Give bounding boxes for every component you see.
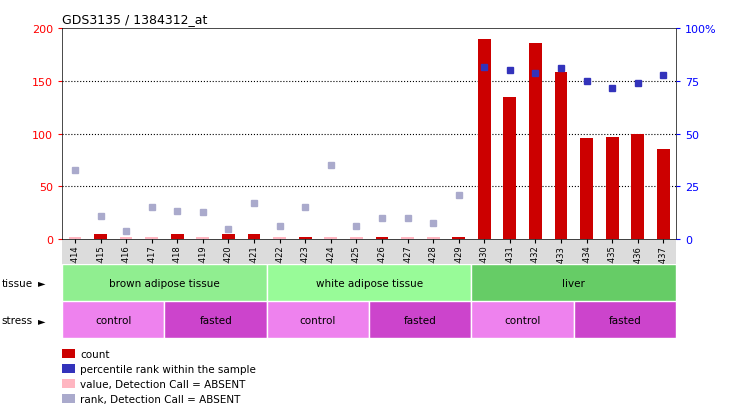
Bar [62,264,267,301]
Bar [504,97,516,240]
Bar [171,234,183,240]
Bar [478,39,491,240]
Text: GDS3135 / 1384312_at: GDS3135 / 1384312_at [62,13,208,26]
Bar [452,237,465,240]
Text: control: control [300,315,336,325]
Bar [427,237,439,240]
Bar [120,237,132,240]
Bar [580,138,593,240]
Bar [657,150,670,240]
Text: stress: stress [1,315,33,325]
Bar [574,301,676,339]
Bar [267,301,369,339]
Text: liver: liver [562,278,586,288]
Bar [273,237,286,240]
Bar [632,134,644,240]
Bar [248,234,260,240]
Bar [62,301,164,339]
Bar [471,264,676,301]
Bar [555,73,567,240]
Text: ►: ► [38,315,45,325]
Text: ►: ► [38,278,45,288]
Text: fasted: fasted [200,315,232,325]
Bar [350,237,363,240]
Text: control: control [504,315,541,325]
Text: percentile rank within the sample: percentile rank within the sample [80,364,257,374]
Text: fasted: fasted [404,315,436,325]
Text: tissue: tissue [1,278,33,288]
Bar [369,301,471,339]
Text: brown adipose tissue: brown adipose tissue [109,278,220,288]
Text: count: count [80,349,110,359]
Bar [145,237,158,240]
Bar [197,237,209,240]
Text: white adipose tissue: white adipose tissue [316,278,423,288]
Text: fasted: fasted [609,315,641,325]
Bar [299,237,311,240]
Bar [164,301,267,339]
Bar [94,234,107,240]
Bar [69,237,81,240]
Bar [471,301,574,339]
Bar [606,138,618,240]
Bar [222,234,235,240]
Bar [376,237,388,240]
Bar [529,44,542,240]
Bar [267,264,471,301]
Text: rank, Detection Call = ABSENT: rank, Detection Call = ABSENT [80,394,240,404]
Bar [325,237,337,240]
Text: control: control [95,315,132,325]
Bar [401,237,414,240]
Text: value, Detection Call = ABSENT: value, Detection Call = ABSENT [80,379,246,389]
